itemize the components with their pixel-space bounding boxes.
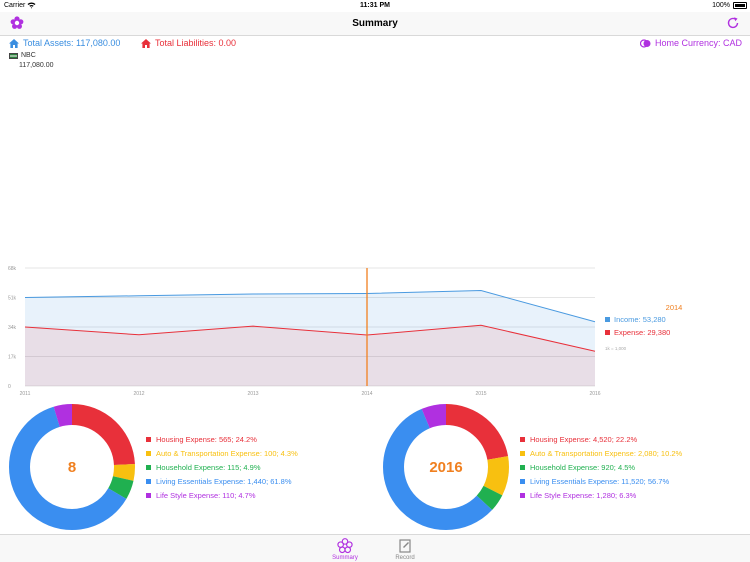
donut-slice xyxy=(9,404,135,530)
total-liabilities-label: Total Liabilities: 0.00 xyxy=(155,38,237,48)
legend-swatch xyxy=(520,437,525,443)
tab-bar: Summary Record xyxy=(0,534,750,562)
legend-swatch xyxy=(146,437,151,443)
carrier-label: Carrier xyxy=(4,2,26,9)
legend-item: Life Style Expense: 1,280; 6.3% xyxy=(520,488,682,502)
legend-item: Housing Expense: 565; 24.2% xyxy=(146,433,298,447)
total-liabilities[interactable]: Total Liabilities: 0.00 xyxy=(141,38,236,48)
legend-swatch xyxy=(146,478,151,484)
legend-swatch xyxy=(520,478,525,484)
legend-swatch xyxy=(146,464,151,470)
legend-label: Housing Expense: 565; 24.2% xyxy=(156,435,257,445)
legend-swatch xyxy=(605,330,610,335)
navigation-bar: Summary xyxy=(0,12,750,36)
donut-slice xyxy=(383,404,509,530)
y-tick-label: 17k xyxy=(8,355,17,361)
x-tick-label: 2012 xyxy=(133,391,144,397)
legend-swatch xyxy=(605,317,610,322)
summary-row: Total Assets: 117,080.00 Total Liabiliti… xyxy=(0,38,750,50)
legend-label: Housing Expense: 4,520; 22.2% xyxy=(530,435,638,445)
legend-label: Living Essentials Expense: 11,520; 56.7% xyxy=(530,476,670,486)
legend-swatch xyxy=(520,464,525,470)
status-bar: Carrier 11:31 PM 100% xyxy=(0,0,750,12)
notebook-icon xyxy=(397,538,413,554)
legend-label: Living Essentials Expense: 1,440; 61.8% xyxy=(156,476,292,486)
clock: 11:31 PM xyxy=(360,2,390,9)
battery-percent: 100% xyxy=(712,2,730,9)
series-line-expense xyxy=(24,324,596,352)
legend-item: Housing Expense: 4,520; 22.2% xyxy=(520,433,682,447)
donut-center-label: 8 xyxy=(67,458,77,476)
series-line-income xyxy=(24,290,596,323)
x-tick-label: 2016 xyxy=(589,391,600,397)
legend-label: Life Style Expense: 1,280; 6.3% xyxy=(530,490,637,500)
account-entry[interactable]: NBC 117,080.00 xyxy=(9,52,54,69)
x-tick-label: 2011 xyxy=(20,391,31,397)
home-currency[interactable]: Home Currency: CAD xyxy=(639,38,742,48)
y-tick-label: 34k xyxy=(8,325,17,331)
legend-label: Life Style Expense: 110; 4.7% xyxy=(156,490,256,500)
selected-year-label: 2014 xyxy=(666,303,683,312)
legend-swatch xyxy=(520,451,525,457)
bank-flag-icon xyxy=(9,52,18,59)
series-area-income xyxy=(25,290,595,386)
account-name: NBC xyxy=(21,52,36,59)
tab-record[interactable]: Record xyxy=(385,538,425,561)
currency-icon xyxy=(639,38,651,48)
page-title: Summary xyxy=(352,18,398,29)
legend-swatch xyxy=(146,492,151,498)
total-assets-label: Total Assets: 117,080.00 xyxy=(23,38,121,48)
wifi-icon xyxy=(27,1,36,11)
series-area-expense xyxy=(25,325,595,386)
legend-swatch xyxy=(520,492,525,498)
y-tick-label: 51k xyxy=(8,296,17,302)
expense-legend-8: Housing Expense: 565; 24.2% Auto & Transp… xyxy=(146,433,298,502)
legend-item: Auto & Transportation Expense: 2,080; 10… xyxy=(520,447,682,461)
refresh-icon[interactable] xyxy=(726,16,740,30)
home-currency-label: Home Currency: CAD xyxy=(654,38,742,48)
donut-slice xyxy=(9,404,135,530)
account-balance: 117,080.00 xyxy=(19,62,54,69)
flower-icon xyxy=(337,538,353,554)
legend-item: Living Essentials Expense: 11,520; 56.7% xyxy=(520,474,682,488)
house-icon xyxy=(141,38,151,48)
expense-donut-chart-2016[interactable]: 2016 xyxy=(382,403,510,531)
total-assets[interactable]: Total Assets: 117,080.00 xyxy=(9,38,120,48)
donut-slice xyxy=(383,404,509,530)
expense-legend-2016: Housing Expense: 4,520; 22.2% Auto & Tran… xyxy=(520,433,682,502)
x-tick-label: 2013 xyxy=(247,391,258,397)
income-expense-chart[interactable]: 0 17k 34k 51k 68k 2011 2012 2013 2014 2015 2016 201… xyxy=(0,262,750,402)
y-tick-label: 68k xyxy=(8,266,17,272)
donut-slice xyxy=(383,404,509,530)
legend-item: Household Expense: 115; 4.9% xyxy=(146,461,298,475)
legend-label: Household Expense: 115; 4.9% xyxy=(156,462,261,472)
battery-icon xyxy=(733,2,747,9)
legend-item: Living Essentials Expense: 1,440; 61.8% xyxy=(146,474,298,488)
expense-donut-chart-8[interactable]: 8 xyxy=(8,403,136,531)
legend-label: Household Expense: 920; 4.5% xyxy=(530,462,636,472)
donut-slice xyxy=(9,404,135,530)
tab-summary-label: Summary xyxy=(332,555,358,561)
legend-item: Auto & Transportation Expense: 100; 4.3% xyxy=(146,447,298,461)
x-tick-label: 2014 xyxy=(361,391,372,397)
flower-icon[interactable] xyxy=(10,16,24,30)
y-tick-label: 0 xyxy=(8,384,11,390)
legend-item: Household Expense: 920; 4.5% xyxy=(520,461,682,475)
legend-label: Expense: 29,380 xyxy=(614,328,670,337)
house-icon xyxy=(9,38,19,48)
unit-note: 1k = 1,000 xyxy=(605,346,627,351)
legend-label: Income: 53,280 xyxy=(614,315,666,324)
legend-label: Auto & Transportation Expense: 100; 4.3% xyxy=(156,449,298,459)
legend-item: Life Style Expense: 110; 4.7% xyxy=(146,488,298,502)
tab-summary[interactable]: Summary xyxy=(325,538,365,561)
legend-swatch xyxy=(146,451,151,457)
tab-record-label: Record xyxy=(395,555,415,561)
donut-center-label: 2016 xyxy=(429,458,463,476)
legend-label: Auto & Transportation Expense: 2,080; 10… xyxy=(530,449,683,459)
x-tick-label: 2015 xyxy=(475,391,486,397)
